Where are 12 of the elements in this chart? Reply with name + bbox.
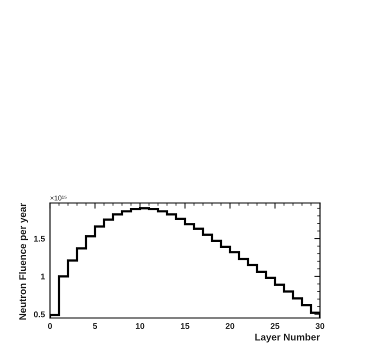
y-tick-label: 1 bbox=[41, 274, 45, 280]
x-tick-label: 25 bbox=[270, 323, 280, 329]
y-tick-label: 0.5 bbox=[34, 311, 45, 318]
x-tick-label: 15 bbox=[180, 323, 190, 329]
y-tick-label: 1.5 bbox=[34, 236, 45, 242]
x-tick-label: 30 bbox=[316, 323, 324, 329]
x-tick-label: 5 bbox=[92, 323, 98, 329]
x-tick-label: 20 bbox=[226, 323, 234, 329]
x-axis-title: Layer Number bbox=[255, 333, 320, 342]
y-axis-title: Neutron Fluence per year bbox=[18, 203, 28, 320]
x-tick-label: 10 bbox=[136, 323, 144, 329]
x-tick-label: 0 bbox=[48, 323, 52, 329]
